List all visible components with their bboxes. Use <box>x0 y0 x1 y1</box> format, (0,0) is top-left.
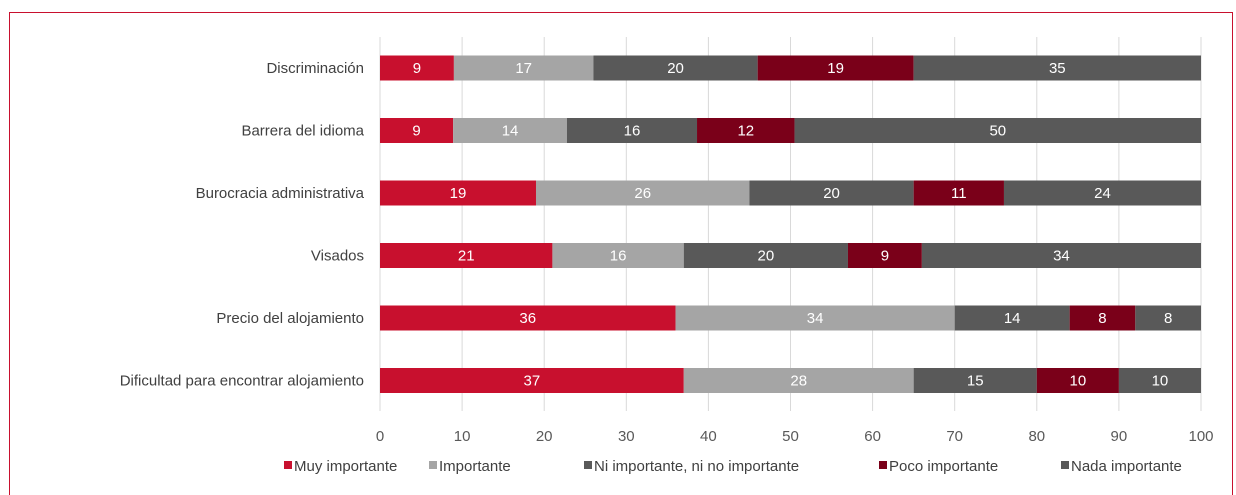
bar-value-label: 16 <box>624 123 641 140</box>
bar-value-label: 9 <box>412 123 420 140</box>
bar-segment <box>380 305 676 331</box>
bar-value-label: 9 <box>881 248 889 265</box>
bar-value-label: 16 <box>610 248 627 265</box>
bar-value-label: 8 <box>1098 310 1106 327</box>
bar-value-label: 19 <box>827 60 844 77</box>
legend-swatch <box>584 461 592 469</box>
legend-swatch <box>1061 461 1069 469</box>
bar-value-label: 50 <box>989 123 1006 140</box>
bar-segment <box>757 55 914 81</box>
legend-label: Poco importante <box>889 458 998 475</box>
legend-swatch <box>429 461 437 469</box>
bar-segment <box>380 55 454 81</box>
category-labels: Discriminación Barrera del idioma Burocrac… <box>120 60 365 390</box>
bar-segment <box>566 118 698 143</box>
bar-segment <box>847 243 922 268</box>
legend-label: Ni importante, ni no importante <box>594 458 799 475</box>
bar-segment <box>1069 305 1136 331</box>
bar-value-label: 24 <box>1094 185 1111 202</box>
x-tick-label: 60 <box>864 428 881 445</box>
bar-value-label: 15 <box>967 373 984 390</box>
bar-value-label: 14 <box>1004 310 1021 327</box>
category-label: Visados <box>311 248 364 265</box>
x-tick-label: 80 <box>1028 428 1045 445</box>
bar-segment <box>913 368 1037 393</box>
bar-segment <box>380 118 454 143</box>
category-label: Barrera del idioma <box>241 123 364 140</box>
bar-value-label: 10 <box>1070 373 1087 390</box>
category-label: Burocracia administrativa <box>196 185 365 202</box>
bar-value-label: 20 <box>758 248 775 265</box>
x-tick-label: 0 <box>376 428 384 445</box>
bar-value-label: 36 <box>519 310 536 327</box>
bar-segment <box>1036 368 1119 393</box>
bar-segment <box>1003 180 1201 206</box>
bar-value-label: 26 <box>634 185 651 202</box>
bar-segment <box>749 180 914 206</box>
bar-value-label: 20 <box>667 60 684 77</box>
bar-value-label: 11 <box>951 185 967 202</box>
x-tick-label: 20 <box>536 428 553 445</box>
bar-segment <box>683 368 914 393</box>
bar-segment <box>954 305 1070 331</box>
bar-segment <box>683 243 848 268</box>
x-tick-labels: 0 10 20 30 40 50 60 70 80 90 100 <box>376 428 1214 445</box>
x-tick-label: 10 <box>454 428 471 445</box>
x-tick-label: 100 <box>1188 428 1213 445</box>
bar-value-label: 34 <box>807 310 824 327</box>
bar-segment <box>453 55 594 81</box>
x-tick-label: 70 <box>946 428 963 445</box>
bar-segment <box>913 180 1004 206</box>
bar-value-label: 20 <box>823 185 840 202</box>
bar-value-label: 14 <box>502 123 519 140</box>
x-tick-label: 30 <box>618 428 635 445</box>
bar-value-label: 37 <box>524 373 541 390</box>
bar-value-label: 28 <box>790 373 807 390</box>
bar-value-label: 17 <box>515 60 532 77</box>
legend-label: Nada importante <box>1071 458 1182 475</box>
bar-segment <box>913 55 1201 81</box>
bar-value-label: 10 <box>1152 373 1169 390</box>
bar-segment <box>794 118 1201 143</box>
bar-segment <box>593 55 758 81</box>
bar-segment <box>380 243 553 268</box>
x-tick-label: 40 <box>700 428 717 445</box>
bar-value-label: 35 <box>1049 60 1066 77</box>
bar-segment <box>380 180 536 206</box>
category-label: Precio del alojamiento <box>216 310 364 327</box>
bar-value-label: 34 <box>1053 248 1070 265</box>
bars: 9 17 20 19 35 9 14 16 12 50 19 26 20 11 24 21 16 20 9 34 36 3… <box>380 55 1201 393</box>
bar-segment <box>921 243 1201 268</box>
bar-segment <box>380 368 684 393</box>
category-label: Discriminación <box>266 60 364 77</box>
legend: Muy importante Importante Ni importante, n… <box>284 458 1182 475</box>
bar-segment <box>1135 305 1201 331</box>
bar-segment <box>697 118 795 143</box>
bar-segment <box>675 305 955 331</box>
bar-segment <box>1118 368 1201 393</box>
bar-value-label: 19 <box>450 185 467 202</box>
legend-label: Muy importante <box>294 458 397 475</box>
x-tick-label: 50 <box>782 428 799 445</box>
bar-value-label: 21 <box>458 248 475 265</box>
bar-segment <box>453 118 567 143</box>
legend-swatch <box>284 461 292 469</box>
bar-value-label: 8 <box>1164 310 1172 327</box>
legend-label: Importante <box>439 458 511 475</box>
legend-swatch <box>879 461 887 469</box>
bar-segment <box>535 180 750 206</box>
bar-segment <box>552 243 684 268</box>
gridlines <box>379 37 1202 411</box>
x-tick-label: 90 <box>1111 428 1128 445</box>
bar-value-label: 12 <box>737 123 754 140</box>
bar-value-label: 9 <box>413 60 421 77</box>
category-label: Dificultad para encontrar alojamiento <box>120 373 364 390</box>
